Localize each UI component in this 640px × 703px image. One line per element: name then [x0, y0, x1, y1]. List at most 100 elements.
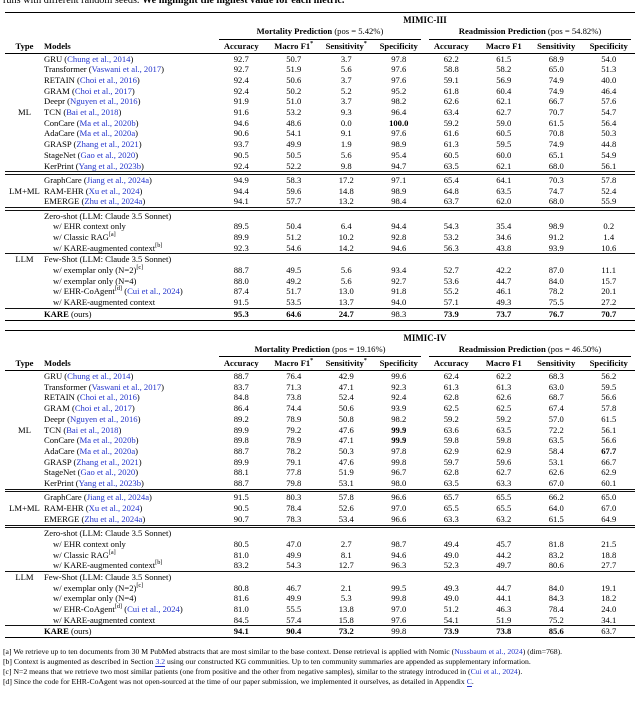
- citation-link[interactable]: Jiang et al., 2024a: [86, 492, 150, 503]
- citation-link[interactable]: Nguyen et al., 2016: [70, 413, 138, 424]
- model-label: GRU (Chung et al., 2014): [44, 53, 134, 64]
- metric-value: 50.6: [286, 74, 302, 85]
- citation-link[interactable]: Xu et al., 2024: [88, 185, 140, 196]
- metric-value: 65.1: [548, 149, 564, 160]
- citation-link[interactable]: Cui et al., 2024: [127, 604, 180, 615]
- type-label: [5, 371, 44, 382]
- metric-value: 62.8: [443, 392, 459, 403]
- dataset-row: MIMIC-III: [5, 13, 635, 27]
- metric-value: 90.6: [233, 128, 249, 139]
- citation-link[interactable]: Jiang et al., 2024a: [86, 174, 150, 185]
- model-label: w/ exemplar only (N=2)[c]: [44, 265, 215, 276]
- citation-link[interactable]: Bai et al., 2018: [66, 107, 119, 118]
- metric-value: 58.8: [443, 64, 459, 75]
- model-name: Transformer: [44, 64, 87, 75]
- citation-link[interactable]: Ma et al., 2020b: [79, 117, 136, 128]
- metric-value: 99.8: [391, 593, 407, 604]
- model-name: w/ Classic RAG: [53, 549, 109, 560]
- metric-value: 24.7: [338, 308, 354, 319]
- metric-value: 63.5: [496, 424, 512, 435]
- separator-line: [5, 571, 635, 572]
- type-label: [5, 435, 44, 446]
- section-separator: [5, 171, 635, 175]
- metric-value: 98.4: [391, 196, 407, 207]
- column-header-models: Models: [44, 357, 215, 372]
- citation-link[interactable]: Choi et al., 2016: [79, 74, 137, 85]
- footnote-link[interactable]: Cui et al., 2024: [470, 666, 518, 676]
- citation-link[interactable]: Zhu et al., 2024a: [84, 513, 143, 524]
- metric-value: 94.1: [233, 196, 249, 207]
- footnote-link[interactable]: 3.2: [155, 656, 166, 667]
- metric-value: 17.2: [338, 174, 354, 185]
- metric-value: 63.7: [443, 196, 459, 207]
- metric-value: 88.7: [233, 478, 249, 489]
- citation-link[interactable]: Chung et al., 2014: [67, 371, 131, 382]
- type-label: [5, 604, 44, 615]
- citation-link[interactable]: Vaswani et al., 2017: [91, 381, 162, 392]
- citation-link[interactable]: Choi et al., 2016: [79, 392, 137, 403]
- citation-link[interactable]: Ma et al., 2020a: [79, 128, 136, 139]
- model-label: EMERGE (Zhu et al., 2024a): [44, 196, 146, 207]
- citation-link[interactable]: Nguyen et al., 2016: [70, 96, 138, 107]
- metric-value: 44.7: [496, 275, 512, 286]
- metric-value: 96.7: [391, 467, 407, 478]
- model-label: w/ EHR context only: [44, 221, 215, 232]
- metric-value: 42.2: [496, 265, 512, 276]
- metric-value: 78.9: [286, 435, 302, 446]
- metric-value: 93.7: [233, 139, 249, 150]
- metric-value: 59.2: [443, 117, 459, 128]
- citation-link[interactable]: Zhang et al., 2021: [76, 139, 139, 150]
- type-label: [5, 446, 44, 457]
- type-label: [5, 492, 44, 503]
- section-separator: [5, 625, 635, 627]
- column-header-metric: Accuracy: [425, 39, 478, 54]
- metric-value: 10.6: [601, 242, 617, 253]
- metric-value: 97.1: [391, 174, 407, 185]
- metric-value: 92.4: [233, 160, 249, 171]
- citation-link[interactable]: Chung et al., 2014: [67, 53, 131, 64]
- model-name: w/ exemplar only (N=2): [53, 582, 137, 593]
- metric-value: 5.6: [340, 265, 352, 276]
- table-row: RETAIN (Choi et al., 2016) 92.4 50.6 3.7 97.…: [5, 75, 635, 86]
- citation-link[interactable]: Gao et al., 2020: [80, 467, 136, 478]
- metric-value: 79.2: [286, 424, 302, 435]
- section-separator: [5, 253, 635, 255]
- citation-link[interactable]: Choi et al., 2017: [74, 403, 132, 414]
- citation-link[interactable]: Bai et al., 2018: [66, 424, 119, 435]
- metric-value: 56.3: [443, 242, 459, 253]
- metric-value: 21.5: [601, 538, 617, 549]
- metric-value: 27.2: [601, 297, 617, 308]
- table-row: EMERGE (Zhu et al., 2024a) 94.1 57.7 13.2 98…: [5, 196, 635, 207]
- metric-value: 53.6: [443, 275, 459, 286]
- metric-value: 62.5: [443, 403, 459, 414]
- citation-link[interactable]: Xu et al., 2024: [88, 503, 140, 514]
- metric-value: 56.6: [601, 435, 617, 446]
- citation-link[interactable]: Vaswani et al., 2017: [91, 64, 162, 75]
- citation-link[interactable]: Ma et al., 2020a: [79, 445, 136, 456]
- footnote-text: .: [471, 676, 474, 686]
- citation-link[interactable]: Zhang et al., 2021: [76, 456, 139, 467]
- metric-value: 54.1: [286, 128, 302, 139]
- table-row: GRAM (Choi et al., 2017) 86.4 74.4 50.6 93.9…: [5, 403, 635, 414]
- metric-value: 49.2: [286, 275, 302, 286]
- metric-value: 56.6: [601, 392, 617, 403]
- metric-value: 62.6: [496, 392, 512, 403]
- citation-link[interactable]: Cui et al., 2024: [127, 286, 180, 297]
- footnote-link[interactable]: C: [466, 676, 472, 687]
- metric-value: 50.2: [286, 85, 302, 96]
- metric-value: 62.7: [496, 107, 512, 118]
- citation-link[interactable]: Zhu et al., 2024a: [84, 196, 143, 207]
- citation-link[interactable]: Ma et al., 2020b: [79, 435, 136, 446]
- metric-value: 59.8: [443, 435, 459, 446]
- citation-link[interactable]: Gao et al., 2020: [80, 149, 136, 160]
- footnote-link[interactable]: Nussbaum et al., 2024: [454, 647, 523, 657]
- metric-value: 91.8: [391, 286, 407, 297]
- metric-value: 19.1: [601, 582, 617, 593]
- metric-value: 57.0: [548, 413, 564, 424]
- model-label: GraphCare (Jiang et al., 2024a): [44, 492, 152, 503]
- citation-link[interactable]: Choi et al., 2017: [74, 85, 132, 96]
- metric-value: 94.1: [233, 626, 249, 637]
- metric-value: 50.4: [286, 221, 302, 232]
- citation-link[interactable]: Yang et al., 2023b: [78, 478, 142, 489]
- citation-link[interactable]: Yang et al., 2023b: [78, 160, 142, 171]
